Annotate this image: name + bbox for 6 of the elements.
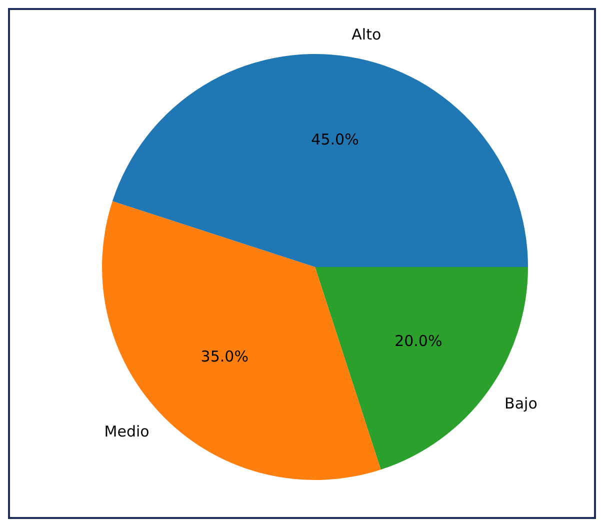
data-label: 45.0% xyxy=(311,130,359,149)
slice-label: Medio xyxy=(104,422,150,441)
data-label: 20.0% xyxy=(394,332,442,350)
slice-label: Bajo xyxy=(504,394,538,413)
data-label: 35.0% xyxy=(200,347,248,366)
slice-label: Alto xyxy=(352,25,382,44)
